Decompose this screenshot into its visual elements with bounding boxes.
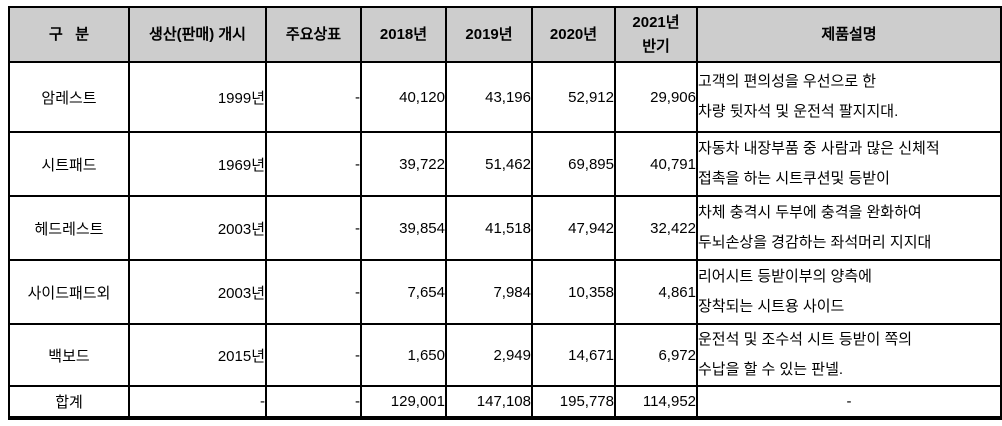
total-2018-cell: 129,001 [360,385,447,419]
half-2021-cell: 4,861 [614,259,698,325]
description-cell: 차체 충격시 두부에 충격을 완화하여 두뇌손상을 경감하는 좌석머리 지지대 [696,195,1002,261]
half-2021-cell: 6,972 [614,323,698,387]
brand-cell: - [265,131,362,197]
half-2021-cell: 40,791 [614,131,698,197]
brand-cell: - [265,195,362,261]
header-half-2021: 2021년 반기 [614,6,698,63]
start-year-cell: 2003년 [128,259,267,325]
description-cell: 자동차 내장부품 중 사람과 많은 신체적 접촉을 하는 시트쿠션및 등받이 [696,131,1002,197]
start-year-cell: 1969년 [128,131,267,197]
year-2020-cell: 69,895 [531,131,616,197]
product-name-cell: 사이드패드외 [8,259,130,325]
year-2019-cell: 43,196 [445,61,533,133]
year-2018-cell: 1,650 [360,323,447,387]
header-production-start: 생산(판매) 개시 [128,6,267,63]
year-2019-cell: 41,518 [445,195,533,261]
year-2020-cell: 14,671 [531,323,616,387]
year-2018-cell: 7,654 [360,259,447,325]
total-2019-cell: 147,108 [445,385,533,419]
year-2020-cell: 10,358 [531,259,616,325]
product-name-cell: 헤드레스트 [8,195,130,261]
header-product-description: 제품설명 [696,6,1002,63]
year-2020-cell: 47,942 [531,195,616,261]
start-year-cell: 2003년 [128,195,267,261]
header-row: 구 분 생산(판매) 개시 주요상표 2018년 2019년 2020년 202… [8,6,1002,63]
description-cell: 리어시트 등받이부의 양측에 장착되는 시트용 사이드 [696,259,1002,325]
header-year-2018: 2018년 [360,6,447,63]
total-label-cell: 합계 [8,385,130,419]
product-name-cell: 시트패드 [8,131,130,197]
brand-cell: - [265,323,362,387]
table-body: 암레스트 1999년 - 40,120 43,196 52,912 29,906… [8,61,1002,419]
year-2019-cell: 2,949 [445,323,533,387]
brand-cell: - [265,61,362,133]
brand-cell: - [265,259,362,325]
total-brand-cell: - [265,385,362,419]
table-header: 구 분 생산(판매) 개시 주요상표 2018년 2019년 2020년 202… [8,6,1002,63]
total-start-cell: - [128,385,267,419]
year-2018-cell: 39,722 [360,131,447,197]
header-year-2019: 2019년 [445,6,533,63]
table-row: 암레스트 1999년 - 40,120 43,196 52,912 29,906… [8,61,1002,133]
total-description-cell: - [696,385,1002,419]
product-name-cell: 백보드 [8,323,130,387]
half-2021-cell: 32,422 [614,195,698,261]
product-sales-table: 구 분 생산(판매) 개시 주요상표 2018년 2019년 2020년 202… [8,6,1002,420]
total-row: 합계 - - 129,001 147,108 195,778 114,952 - [8,385,1002,419]
table-row: 헤드레스트 2003년 - 39,854 41,518 47,942 32,42… [8,195,1002,261]
description-cell: 운전석 및 조수석 시트 등받이 쪽의 수납을 할 수 있는 판넬. [696,323,1002,387]
year-2018-cell: 40,120 [360,61,447,133]
start-year-cell: 2015년 [128,323,267,387]
header-year-2020: 2020년 [531,6,616,63]
description-cell: 고객의 편의성을 우선으로 한 차량 뒷자석 및 운전석 팔지지대. [696,61,1002,133]
product-name-cell: 암레스트 [8,61,130,133]
total-half-2021-cell: 114,952 [614,385,698,419]
table-row: 백보드 2015년 - 1,650 2,949 14,671 6,972 운전석… [8,323,1002,387]
header-major-brand: 주요상표 [265,6,362,63]
half-2021-cell: 29,906 [614,61,698,133]
total-2020-cell: 195,778 [531,385,616,419]
year-2019-cell: 51,462 [445,131,533,197]
start-year-cell: 1999년 [128,61,267,133]
year-2018-cell: 39,854 [360,195,447,261]
year-2020-cell: 52,912 [531,61,616,133]
header-category: 구 분 [8,6,130,63]
table-row: 시트패드 1969년 - 39,722 51,462 69,895 40,791… [8,131,1002,197]
year-2019-cell: 7,984 [445,259,533,325]
table-row: 사이드패드외 2003년 - 7,654 7,984 10,358 4,861 … [8,259,1002,325]
